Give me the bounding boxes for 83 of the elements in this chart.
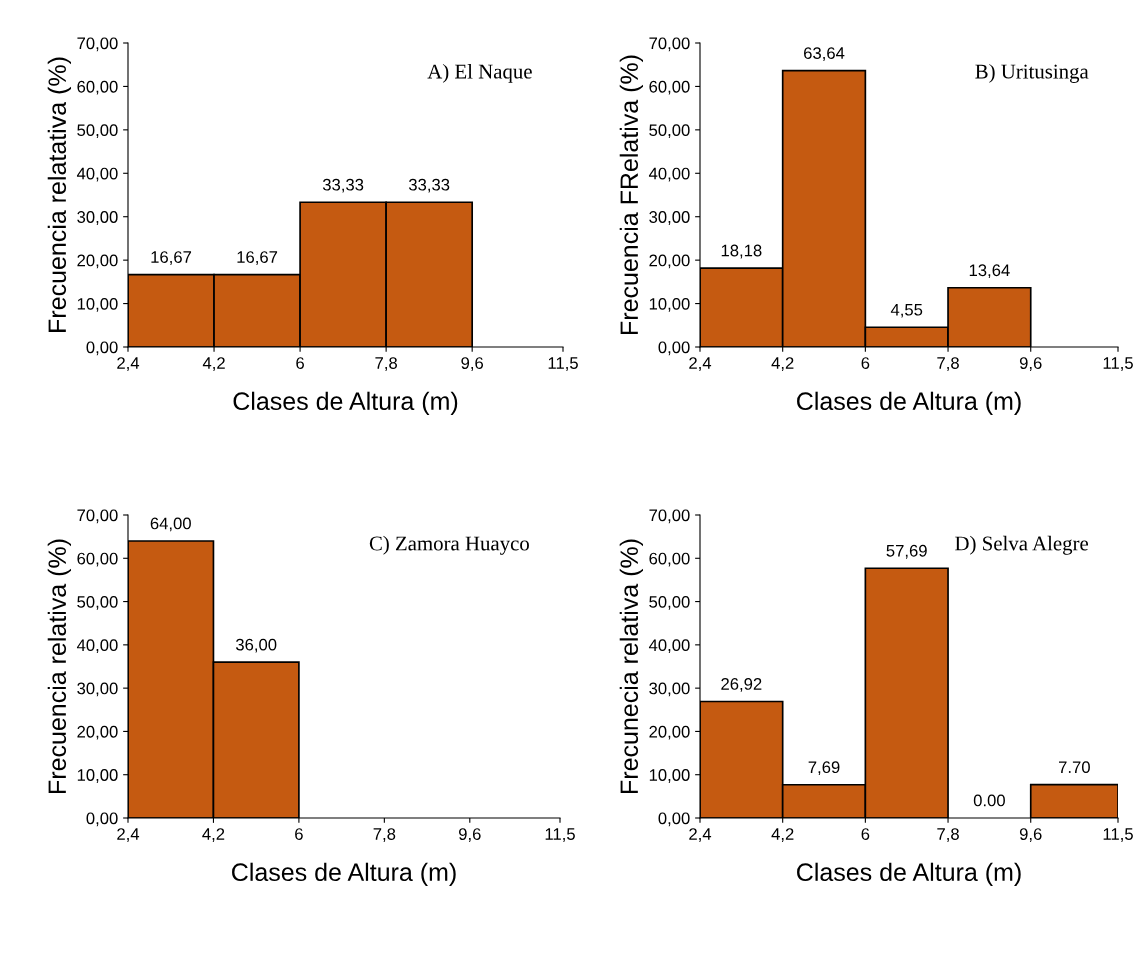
y-tick-label: 30,00 (77, 682, 118, 697)
y-tick-label: 50,00 (77, 595, 118, 610)
text: B) Uritusinga (975, 63, 1089, 83)
x-tick-label: 6 (295, 828, 303, 840)
y-tick-label: 40,00 (76, 167, 118, 182)
y-axis-title: Frecuencia FRelativa (%) (619, 55, 644, 334)
y-tick-label: 20,00 (649, 725, 690, 740)
y-tick-label: 70,00 (649, 37, 690, 52)
x-tick-label: 6 (861, 828, 870, 840)
data-label: 0.00 (973, 794, 1005, 807)
x-tick-label: 11,5 (1103, 357, 1133, 371)
y-tick-label: 20,00 (77, 725, 118, 740)
data-label: 7.70 (1059, 761, 1090, 774)
y-tick-label: 0,00 (86, 341, 118, 356)
y-tick-label: 60,00 (649, 80, 690, 95)
y-tick-label: 20,00 (77, 254, 118, 269)
y-tick-label: 0,00 (658, 812, 690, 827)
data-label: 64,00 (150, 517, 191, 532)
y-axis-title: Frecunecia relativa (%) (619, 539, 644, 793)
y-tick-label: 0,00 (658, 341, 690, 356)
x-tick-label: 6 (861, 357, 870, 369)
y-axis-title: Frecuencia relatativa (%) (47, 57, 72, 332)
text: C) Zamora Huayco (369, 535, 529, 555)
x-tick-label: 4,2 (202, 357, 225, 371)
y-tick-label: 10,00 (77, 297, 118, 312)
y-tick-label: 10,00 (649, 297, 690, 312)
x-tick-label: 2,4 (117, 357, 140, 371)
y-tick-label: 10,00 (77, 769, 118, 783)
y-tick-label: 10,00 (649, 769, 690, 783)
x-tick-label: 2,4 (689, 357, 712, 371)
data-label: 16,67 (237, 251, 278, 265)
y-axis-title: Frecuencia relativa (%) (47, 539, 72, 793)
x-tick-label: 9,6 (1019, 828, 1042, 842)
y-tick-label: 60,00 (649, 552, 690, 567)
y-tick-label: 30,00 (649, 211, 690, 225)
data-label: 7,69 (808, 761, 840, 776)
x-tick-label: 7,8 (937, 357, 959, 371)
y-tick-label: 30,00 (77, 211, 118, 225)
y-tick-label: 70,00 (649, 509, 690, 524)
y-tick-label: 50,00 (77, 124, 118, 139)
y-tick-label: 40,00 (648, 167, 690, 182)
data-label: 63,64 (804, 47, 845, 61)
x-tick-label: 4,2 (202, 828, 225, 842)
data-label: 33,33 (322, 178, 364, 193)
x-tick-label: 2,4 (117, 828, 140, 842)
data-label: 4,55 (890, 303, 923, 318)
y-tick-label: 50,00 (649, 595, 690, 610)
x-tick-label: 4,2 (771, 828, 794, 842)
x-axis-title: Clases de Altura (m) (233, 391, 458, 415)
y-tick-label: 50,00 (649, 124, 690, 139)
x-tick-label: 9,6 (461, 357, 484, 371)
x-tick-label: 7,8 (373, 828, 396, 842)
x-tick-label: 11,5 (1103, 828, 1133, 842)
y-tick-label: 70,00 (77, 509, 118, 524)
y-tick-label: 60,00 (77, 552, 118, 567)
y-tick-label: 20,00 (649, 254, 690, 269)
x-axis-title: Clases de Altura (m) (232, 862, 456, 886)
y-tick-label: 40,00 (648, 639, 690, 654)
data-label: 16,67 (151, 251, 192, 265)
data-label: 57,69 (886, 544, 927, 559)
x-tick-label: 7,8 (937, 828, 959, 842)
text: A) El Naque (427, 63, 532, 83)
data-label: 36,00 (235, 638, 277, 653)
y-tick-label: 30,00 (649, 682, 690, 697)
y-tick-label: 40,00 (76, 639, 118, 654)
y-tick-label: 60,00 (77, 80, 118, 95)
x-tick-label: 9,6 (459, 828, 481, 842)
x-axis-title: Clases de Altura (m) (797, 862, 1021, 886)
data-label: 26,92 (721, 678, 762, 692)
x-tick-label: 9,6 (1019, 357, 1042, 371)
x-tick-label: 11,5 (548, 357, 578, 371)
text: D) Selva Alegre (955, 535, 1089, 555)
x-axis-title: Clases de Altura (m) (797, 391, 1021, 415)
x-tick-label: 2,4 (689, 828, 712, 842)
y-tick-label: 0,00 (86, 812, 118, 827)
x-tick-label: 11,5 (545, 828, 575, 842)
y-tick-label: 70,00 (77, 37, 118, 52)
x-tick-label: 4,2 (771, 357, 794, 371)
data-label: 18,18 (721, 244, 762, 259)
x-tick-label: 6 (296, 357, 304, 369)
x-tick-label: 7,8 (375, 357, 397, 371)
data-label: 33,33 (408, 178, 450, 193)
data-label: 13,64 (969, 264, 1010, 279)
